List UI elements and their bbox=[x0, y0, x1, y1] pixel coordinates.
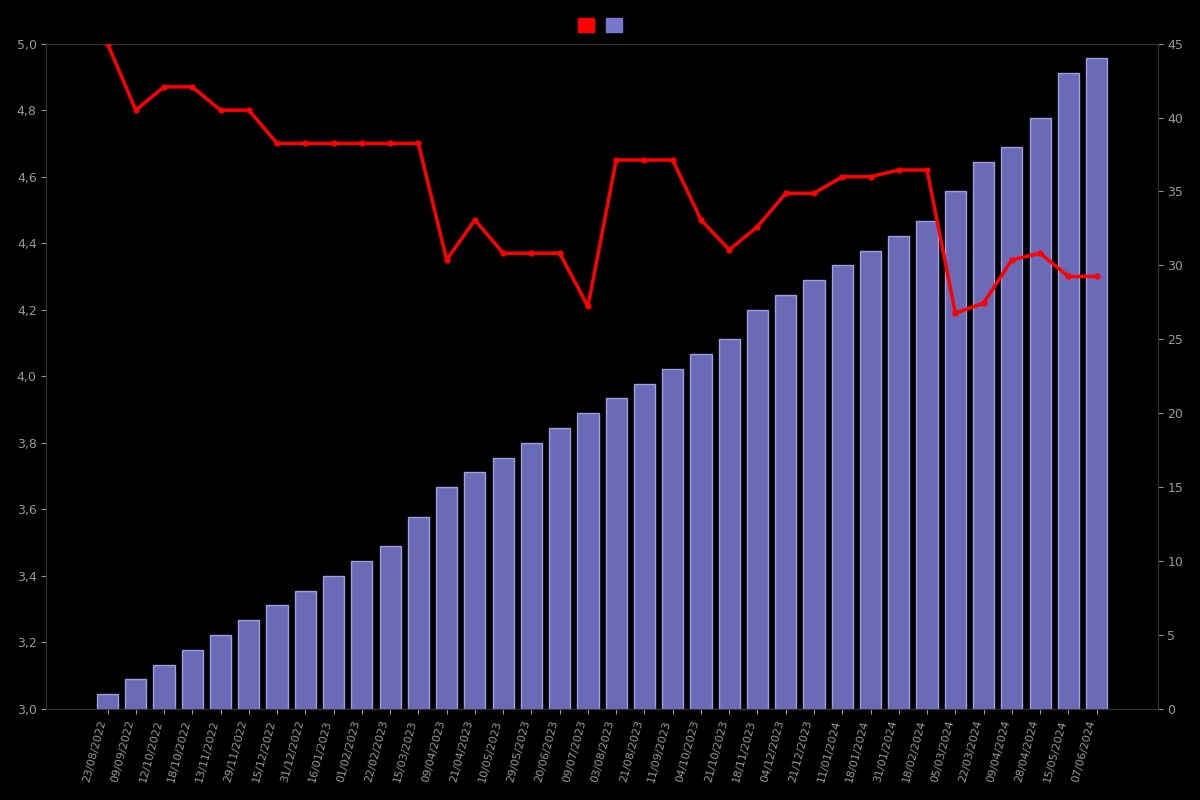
Bar bbox=[746, 310, 768, 709]
Legend: , : , bbox=[574, 14, 630, 37]
Bar bbox=[719, 339, 740, 709]
Bar bbox=[944, 191, 966, 709]
Bar bbox=[436, 487, 457, 709]
Bar bbox=[521, 443, 542, 709]
Bar bbox=[690, 354, 712, 709]
Bar bbox=[154, 665, 175, 709]
Bar bbox=[295, 590, 316, 709]
Bar bbox=[1057, 73, 1079, 709]
Bar bbox=[379, 546, 401, 709]
Bar bbox=[125, 679, 146, 709]
Bar bbox=[181, 650, 203, 709]
Bar bbox=[97, 694, 118, 709]
Bar bbox=[266, 606, 288, 709]
Bar bbox=[550, 428, 570, 709]
Bar bbox=[210, 635, 232, 709]
Bar bbox=[804, 280, 824, 709]
Bar bbox=[1086, 58, 1108, 709]
Bar bbox=[1030, 118, 1051, 709]
Bar bbox=[1001, 147, 1022, 709]
Bar bbox=[577, 414, 599, 709]
Bar bbox=[888, 236, 910, 709]
Bar bbox=[775, 295, 797, 709]
Bar bbox=[606, 398, 626, 709]
Bar bbox=[634, 384, 655, 709]
Bar bbox=[973, 162, 994, 709]
Bar bbox=[832, 266, 853, 709]
Bar bbox=[239, 620, 259, 709]
Bar bbox=[860, 250, 881, 709]
Bar bbox=[352, 561, 372, 709]
Bar bbox=[323, 576, 344, 709]
Bar bbox=[408, 517, 428, 709]
Bar bbox=[917, 221, 937, 709]
Bar bbox=[464, 472, 486, 709]
Bar bbox=[662, 369, 683, 709]
Bar bbox=[492, 458, 514, 709]
